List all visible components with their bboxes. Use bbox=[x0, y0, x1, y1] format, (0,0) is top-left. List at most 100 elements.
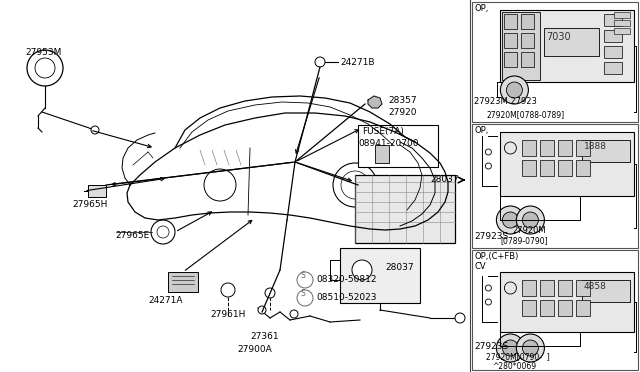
Bar bbox=[522, 280, 536, 296]
Circle shape bbox=[500, 76, 529, 104]
Bar bbox=[614, 20, 630, 26]
Text: 24271A: 24271A bbox=[148, 296, 182, 305]
Circle shape bbox=[506, 82, 522, 98]
Bar bbox=[522, 52, 534, 67]
Text: 27920: 27920 bbox=[388, 108, 417, 117]
Bar bbox=[545, 28, 600, 56]
Text: 08941-20700: 08941-20700 bbox=[358, 139, 419, 148]
Circle shape bbox=[516, 334, 545, 362]
Bar bbox=[375, 145, 389, 163]
Circle shape bbox=[297, 290, 313, 306]
Circle shape bbox=[315, 57, 325, 67]
Text: 28037: 28037 bbox=[385, 263, 413, 273]
Circle shape bbox=[485, 163, 492, 169]
Text: S: S bbox=[301, 289, 305, 298]
Text: 27361: 27361 bbox=[251, 332, 279, 341]
Circle shape bbox=[502, 340, 518, 356]
Bar bbox=[577, 280, 590, 296]
Bar bbox=[500, 10, 634, 82]
Bar bbox=[522, 14, 534, 29]
Text: 27923M 27923: 27923M 27923 bbox=[474, 97, 537, 106]
Bar bbox=[614, 28, 630, 34]
Text: OP,(C+FB): OP,(C+FB) bbox=[474, 252, 519, 261]
Circle shape bbox=[516, 206, 545, 234]
Bar bbox=[504, 52, 517, 67]
Bar bbox=[577, 140, 590, 156]
Text: 27920M[0788-0789]: 27920M[0788-0789] bbox=[486, 110, 564, 119]
Bar bbox=[558, 140, 572, 156]
Bar bbox=[558, 300, 572, 316]
Circle shape bbox=[455, 313, 465, 323]
Bar bbox=[540, 160, 554, 176]
Bar bbox=[500, 132, 634, 196]
Text: 27920M: 27920M bbox=[513, 226, 546, 235]
Bar bbox=[577, 300, 590, 316]
Bar bbox=[522, 33, 534, 48]
Bar bbox=[355, 175, 455, 243]
Circle shape bbox=[258, 306, 266, 314]
Bar bbox=[604, 14, 622, 26]
Bar bbox=[604, 30, 622, 42]
Text: 27965E: 27965E bbox=[115, 231, 149, 241]
Text: 28037: 28037 bbox=[430, 175, 459, 184]
Text: ^280*0069: ^280*0069 bbox=[492, 362, 536, 371]
Bar bbox=[504, 14, 517, 29]
Text: 27965H: 27965H bbox=[72, 200, 108, 209]
Circle shape bbox=[91, 126, 99, 134]
Text: 27900A: 27900A bbox=[237, 345, 273, 354]
Bar bbox=[577, 160, 590, 176]
Text: 7030: 7030 bbox=[547, 32, 571, 42]
Circle shape bbox=[497, 206, 524, 234]
Text: CV: CV bbox=[474, 262, 486, 271]
Text: 1888: 1888 bbox=[584, 142, 607, 151]
Text: 4858: 4858 bbox=[584, 282, 607, 291]
Bar bbox=[540, 280, 554, 296]
Bar bbox=[614, 12, 630, 18]
Bar bbox=[522, 160, 536, 176]
Text: 27920M[0790-  ]: 27920M[0790- ] bbox=[486, 352, 550, 361]
Bar bbox=[472, 124, 638, 248]
Bar bbox=[504, 33, 517, 48]
Bar bbox=[604, 46, 622, 58]
Bar bbox=[472, 250, 638, 370]
Text: 27961H: 27961H bbox=[210, 310, 245, 319]
Text: 28357: 28357 bbox=[388, 96, 417, 105]
Text: 24271B: 24271B bbox=[340, 58, 374, 67]
Bar bbox=[558, 160, 572, 176]
Bar bbox=[604, 62, 622, 74]
Bar bbox=[522, 140, 536, 156]
Text: [0789-0790]: [0789-0790] bbox=[500, 236, 548, 245]
Bar bbox=[540, 300, 554, 316]
Circle shape bbox=[485, 285, 492, 291]
Text: 08320-50812: 08320-50812 bbox=[316, 276, 376, 285]
Circle shape bbox=[502, 212, 518, 228]
Bar bbox=[340, 248, 420, 303]
Bar bbox=[502, 12, 540, 80]
Bar bbox=[582, 280, 630, 302]
Text: 27923S: 27923S bbox=[474, 342, 509, 351]
Bar bbox=[358, 125, 438, 167]
Bar bbox=[168, 272, 198, 292]
Circle shape bbox=[265, 288, 275, 298]
Text: 08510-52023: 08510-52023 bbox=[316, 294, 376, 302]
Circle shape bbox=[290, 310, 298, 318]
Bar bbox=[522, 300, 536, 316]
Polygon shape bbox=[368, 96, 382, 108]
Bar bbox=[540, 140, 554, 156]
Bar bbox=[582, 140, 630, 162]
Text: S: S bbox=[301, 272, 305, 280]
Bar bbox=[472, 2, 638, 122]
Circle shape bbox=[522, 212, 538, 228]
Bar bbox=[500, 272, 634, 332]
Circle shape bbox=[485, 149, 492, 155]
Circle shape bbox=[497, 334, 524, 362]
Text: OP,: OP, bbox=[474, 4, 489, 13]
Circle shape bbox=[297, 272, 313, 288]
Circle shape bbox=[221, 283, 235, 297]
Text: 27953M: 27953M bbox=[25, 48, 61, 57]
Text: 27923S: 27923S bbox=[474, 232, 509, 241]
Circle shape bbox=[522, 340, 538, 356]
Text: OP,: OP, bbox=[474, 126, 489, 135]
Circle shape bbox=[352, 260, 372, 280]
Bar bbox=[88, 185, 106, 197]
